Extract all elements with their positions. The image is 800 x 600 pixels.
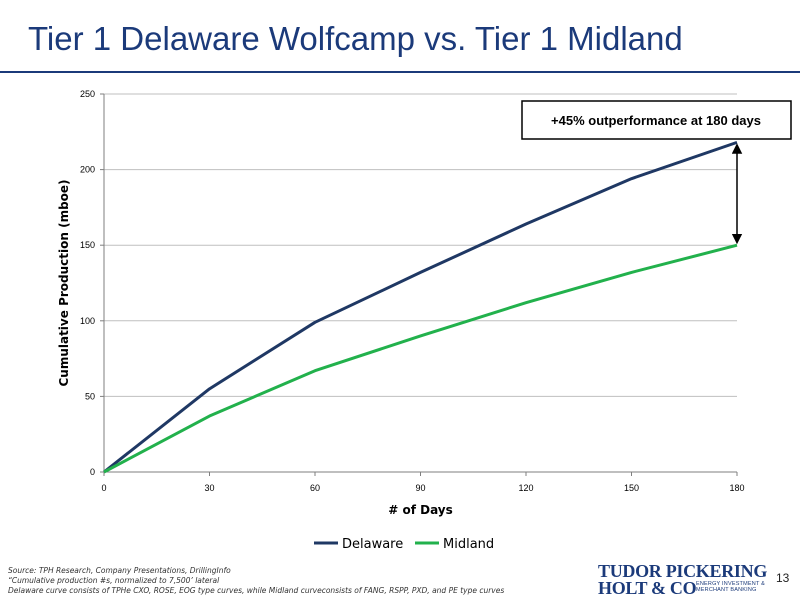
footnote-source: Source: TPH Research, Company Presentati… (8, 566, 231, 575)
company-logo: TUDOR PICKERING HOLT & CO ENERGY INVESTM… (598, 561, 768, 598)
x-tick-label: 150 (624, 483, 639, 493)
x-tick-label: 0 (101, 483, 106, 493)
annotation-box (521, 100, 792, 140)
footnotes: Source: TPH Research, Company Presentati… (8, 566, 504, 596)
x-tick-label: 90 (415, 483, 425, 493)
legend-label-midland: Midland (443, 537, 494, 552)
y-axis-title: Cumulative Production (mboe) (57, 179, 71, 386)
x-tick-label: 30 (204, 483, 214, 493)
x-axis-title: # of Days (388, 503, 453, 517)
x-tick-label: 60 (310, 483, 320, 493)
y-tick-label: 150 (80, 240, 95, 250)
logo-line-1: TUDOR PICKERING (598, 561, 768, 581)
annotation-text: +45% outperformance at 180 days (551, 113, 761, 128)
y-tick-label: 250 (80, 89, 95, 99)
logo-tagline: ENERGY INVESTMENT & MERCHANT BANKING (696, 581, 765, 593)
slide-title: Tier 1 Delaware Wolfcamp vs. Tier 1 Midl… (28, 20, 683, 57)
y-tick-label: 100 (80, 316, 95, 326)
x-tick-label: 180 (729, 483, 744, 493)
y-tick-label: 200 (80, 165, 95, 175)
footnote-curve-composition: Delaware curve consists of TPHe CXO, ROS… (8, 586, 505, 595)
logo-line-2: HOLT & CO (598, 578, 697, 598)
legend-label-delaware: Delaware (342, 537, 403, 552)
page-number: 13 (776, 571, 790, 585)
series-line-midland (103, 243, 738, 474)
y-tick-label: 50 (85, 391, 95, 401)
title-divider (0, 71, 800, 73)
footnote-normalization: “Cumulative production #s, normalized to… (8, 576, 220, 585)
x-tick-label: 120 (518, 483, 533, 493)
production-chart: 0 50 100 150 200 250 0 30 60 90 120 150 180 # of Days… (57, 89, 792, 552)
y-tick-label: 0 (90, 467, 95, 477)
